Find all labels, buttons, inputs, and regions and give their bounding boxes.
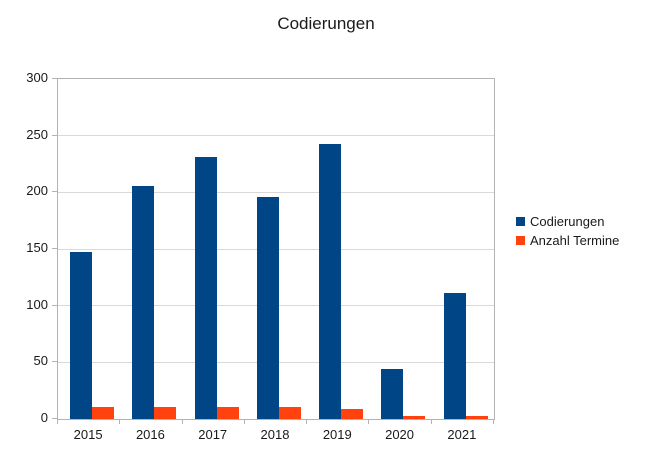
legend-swatch-anzahl-termine [516,236,525,245]
legend-swatch-codierungen [516,217,525,226]
bar-codierungen-2017 [194,157,217,419]
y-axis-tick-250 [52,134,57,136]
y-axis-label-200: 200 [26,183,48,199]
y-axis-tick-0 [52,418,57,419]
legend-item-codierungen: Codierungen [516,212,619,231]
x-axis-label-2018: 2018 [260,427,290,442]
legend: Codierungen Anzahl Termine [516,212,619,250]
bar-codierungen-2020 [381,369,404,419]
y-axis-label-0: 0 [40,410,48,425]
x-axis-label-2021: 2021 [447,427,477,442]
x-axis-tick-2 [181,419,183,424]
x-axis-tick-4 [306,419,308,424]
bar-codierungen-2016 [132,185,155,419]
bar-anzahl-termine-2017 [216,406,239,419]
y-axis-tick-150 [52,248,57,249]
bar-anzahl-termine-2015 [92,406,114,419]
x-axis-label-2019: 2019 [322,427,352,442]
bar-anzahl-termine-2016 [154,406,177,419]
x-axis-label-2017: 2017 [198,427,228,442]
x-axis-tick-0 [57,419,58,424]
x-axis-tick-7 [493,419,494,424]
bar-codierungen-2021 [443,293,466,419]
y-axis-tick-300 [52,78,57,79]
bar-anzahl-termine-2021 [465,415,488,419]
x-axis-tick-6 [430,419,432,424]
x-axis-label-2016: 2016 [135,427,165,442]
chart-title: Codierungen [277,14,375,33]
x-axis-tick-1 [119,419,121,424]
y-axis-label-50: 50 [33,353,48,369]
y-axis-tick-100 [52,304,57,306]
plot-area [57,78,495,420]
bar-codierungen-2019 [319,143,342,419]
legend-label-anzahl-termine: Anzahl Termine [530,233,620,248]
y-axis-label-250: 250 [26,126,48,142]
bar-codierungen-2018 [256,196,279,419]
x-axis-label-2015: 2015 [73,427,103,442]
gridline-250 [58,135,494,137]
bar-anzahl-termine-2018 [278,406,301,419]
legend-label-codierungen: Codierungen [530,214,605,229]
y-axis-label-100: 100 [26,296,48,312]
y-axis-label-300: 300 [26,70,48,85]
bar-codierungen-2015 [70,252,92,419]
x-axis-tick-5 [368,419,370,424]
legend-item-anzahl-termine: Anzahl Termine [516,231,619,250]
y-axis-tick-50 [52,361,57,363]
x-axis-tick-3 [243,419,245,424]
x-axis-label-2020: 2020 [385,427,415,442]
y-axis-label-150: 150 [26,240,48,255]
y-axis-tick-200 [52,191,57,193]
gridline-200 [58,191,494,193]
bar-anzahl-termine-2020 [403,415,426,419]
bar-anzahl-termine-2019 [341,408,364,419]
